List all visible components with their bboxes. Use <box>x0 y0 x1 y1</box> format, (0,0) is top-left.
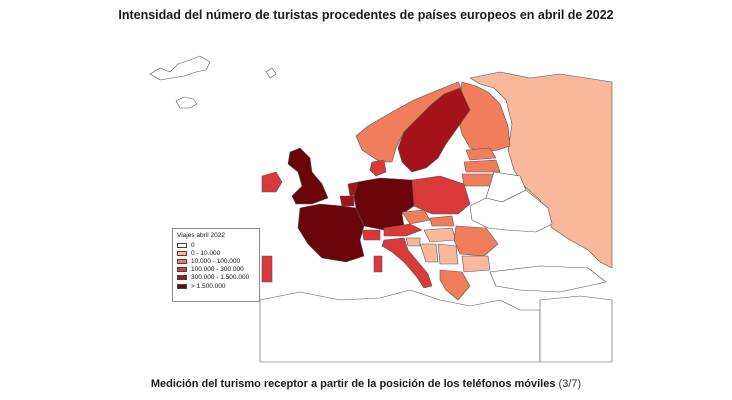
legend-item: 300.000 - 1.500.000 <box>177 274 255 282</box>
legend-label: 0 <box>191 241 195 249</box>
caption-page: (3/7) <box>558 378 582 390</box>
legend-swatch <box>177 283 187 289</box>
legend-title: Viajes abril 2022 <box>177 232 225 239</box>
country-denmark <box>369 159 387 177</box>
country-ireland <box>261 171 283 193</box>
country-germany <box>353 177 415 231</box>
figure-caption: Medición del turismo receptor a partir d… <box>0 378 732 390</box>
country-greece <box>439 269 471 301</box>
country-ukraine <box>469 189 553 233</box>
map-title: Intensidad del número de turistas proced… <box>118 8 614 22</box>
middle-east <box>539 295 613 363</box>
country-sardinia <box>373 255 383 273</box>
legend-label: 100.000 - 300.000 <box>191 266 244 274</box>
legend-label: 10.000 - 100.000 <box>191 257 241 265</box>
legend-swatch <box>177 258 187 264</box>
legend-label: 300.000 - 1.500.000 <box>191 274 250 282</box>
country-austria <box>383 223 423 237</box>
legend-item: 0 <box>177 241 255 249</box>
country-hungary <box>423 227 457 243</box>
legend-label: > 1.500.000 <box>191 282 226 290</box>
legend-item: 0 - 10.000 <box>177 249 255 257</box>
country-slovakia <box>429 215 455 227</box>
country-slovenia <box>405 237 421 247</box>
country-romania <box>453 225 499 257</box>
country-iceland <box>175 96 198 109</box>
country-poland <box>411 175 471 215</box>
legend-swatch <box>177 267 187 273</box>
country-lithuania <box>461 173 495 187</box>
country-czechia <box>401 209 431 225</box>
country-italy <box>381 237 433 289</box>
legend-item: 10.000 - 100.000 <box>177 257 255 265</box>
country-turkey <box>489 265 607 293</box>
legend-label: 0 - 10.000 <box>191 249 221 257</box>
legend-item: > 1.500.000 <box>177 282 255 290</box>
country-croatia <box>419 243 439 263</box>
country-latvia <box>463 159 501 173</box>
country-serbia <box>437 243 459 265</box>
legend-swatch <box>177 250 187 256</box>
map-legend: Viajes abril 2022 0 0 - 10.000 10.000 - … <box>172 228 260 302</box>
country-france <box>297 203 365 263</box>
greenland-coast <box>149 55 211 81</box>
country-belgium <box>339 195 355 207</box>
country-switzerland <box>361 229 381 241</box>
svalbard <box>265 67 277 79</box>
country-bulgaria <box>461 255 491 273</box>
north-africa <box>259 289 541 363</box>
legend-swatch <box>177 275 187 281</box>
country-estonia <box>465 147 497 161</box>
legend-swatch <box>177 242 187 248</box>
caption-main: Medición del turismo receptor a partir d… <box>150 378 556 390</box>
country-uk <box>287 147 329 205</box>
country-portugal <box>261 255 273 283</box>
country-sweden <box>397 87 471 173</box>
legend-item: 100.000 - 300.000 <box>177 266 255 274</box>
